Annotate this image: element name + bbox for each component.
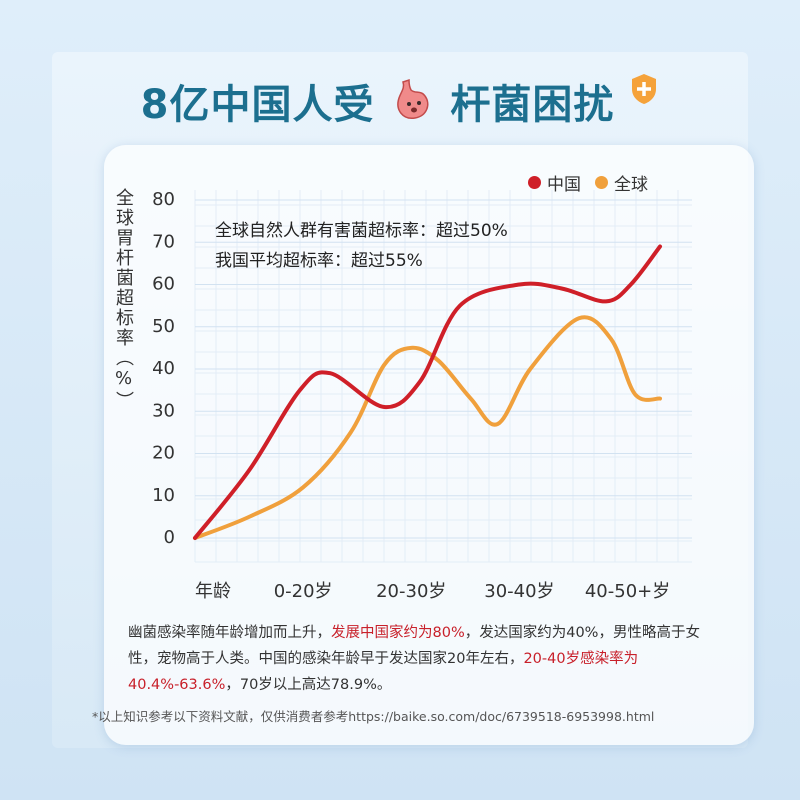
fine-grid [194, 190, 692, 563]
x-tick-label: 20-30岁 [376, 581, 446, 602]
annotation: 全球自然人群有害菌超标率：超过50% [215, 221, 508, 241]
legend-label: 中国 [547, 175, 581, 195]
y-tick-label: 20 [152, 443, 175, 464]
shield-icon [632, 74, 657, 104]
x-tick-label: 0-20岁 [274, 581, 333, 602]
legend-label: 全球 [614, 175, 648, 195]
annotation: 我国平均超标率：超过55% [215, 251, 423, 271]
y-tick-label: 30 [152, 400, 175, 421]
x-tick-label: 30-40岁 [484, 581, 554, 602]
y-tick-label: 50 [152, 316, 175, 337]
x-tick-label: 40-50+岁 [585, 581, 670, 602]
legend-swatch [528, 176, 541, 189]
y-tick-label: 40 [152, 358, 175, 379]
y-tick-label: 70 [152, 231, 175, 252]
title-text: 8亿中国人受 [140, 82, 375, 128]
y-tick-label: 60 [152, 274, 175, 295]
line [193, 244, 662, 540]
legend-item: 全球 [595, 170, 648, 195]
y-axis-label: 全球胃杆菌超标率（%） [113, 188, 134, 411]
description: 幽菌感染率随年龄增加而上升，发展中国家约为80%，发达国家约为40%，男性略高于… [128, 620, 728, 698]
x-tick-label: 年龄 [195, 581, 231, 602]
description-text: 发展中国家约为80% [331, 625, 465, 641]
y-tick-label: 0 [164, 527, 175, 548]
legend: 中国 全球 [528, 170, 648, 195]
y-tick-label: 10 [152, 485, 175, 506]
legend-item: 中国 [528, 170, 581, 195]
stomach-icon [397, 78, 429, 119]
title-text: 杆菌困扰 [450, 82, 615, 128]
line [193, 315, 662, 540]
legend-swatch [595, 176, 608, 189]
card [104, 145, 754, 745]
title: 8亿中国人受 杆菌困扰 [0, 72, 800, 130]
description-text: ，发达国家约为40%，男性略高于女性，宠物高于人类。中国的感染年龄早于发达国家2… [128, 625, 700, 667]
description-text: ，70岁以上高达78.9%。 [225, 677, 392, 693]
description-text: 20-40岁感染率为40.4%-63.6% [128, 651, 639, 693]
description-text: 幽菌感染率随年龄增加而上升， [128, 625, 331, 641]
y-tick-label: 80 [152, 189, 175, 210]
footnote: *以上知识参考以下资料文献，仅供消费者参考https://baike.so.co… [92, 709, 655, 724]
